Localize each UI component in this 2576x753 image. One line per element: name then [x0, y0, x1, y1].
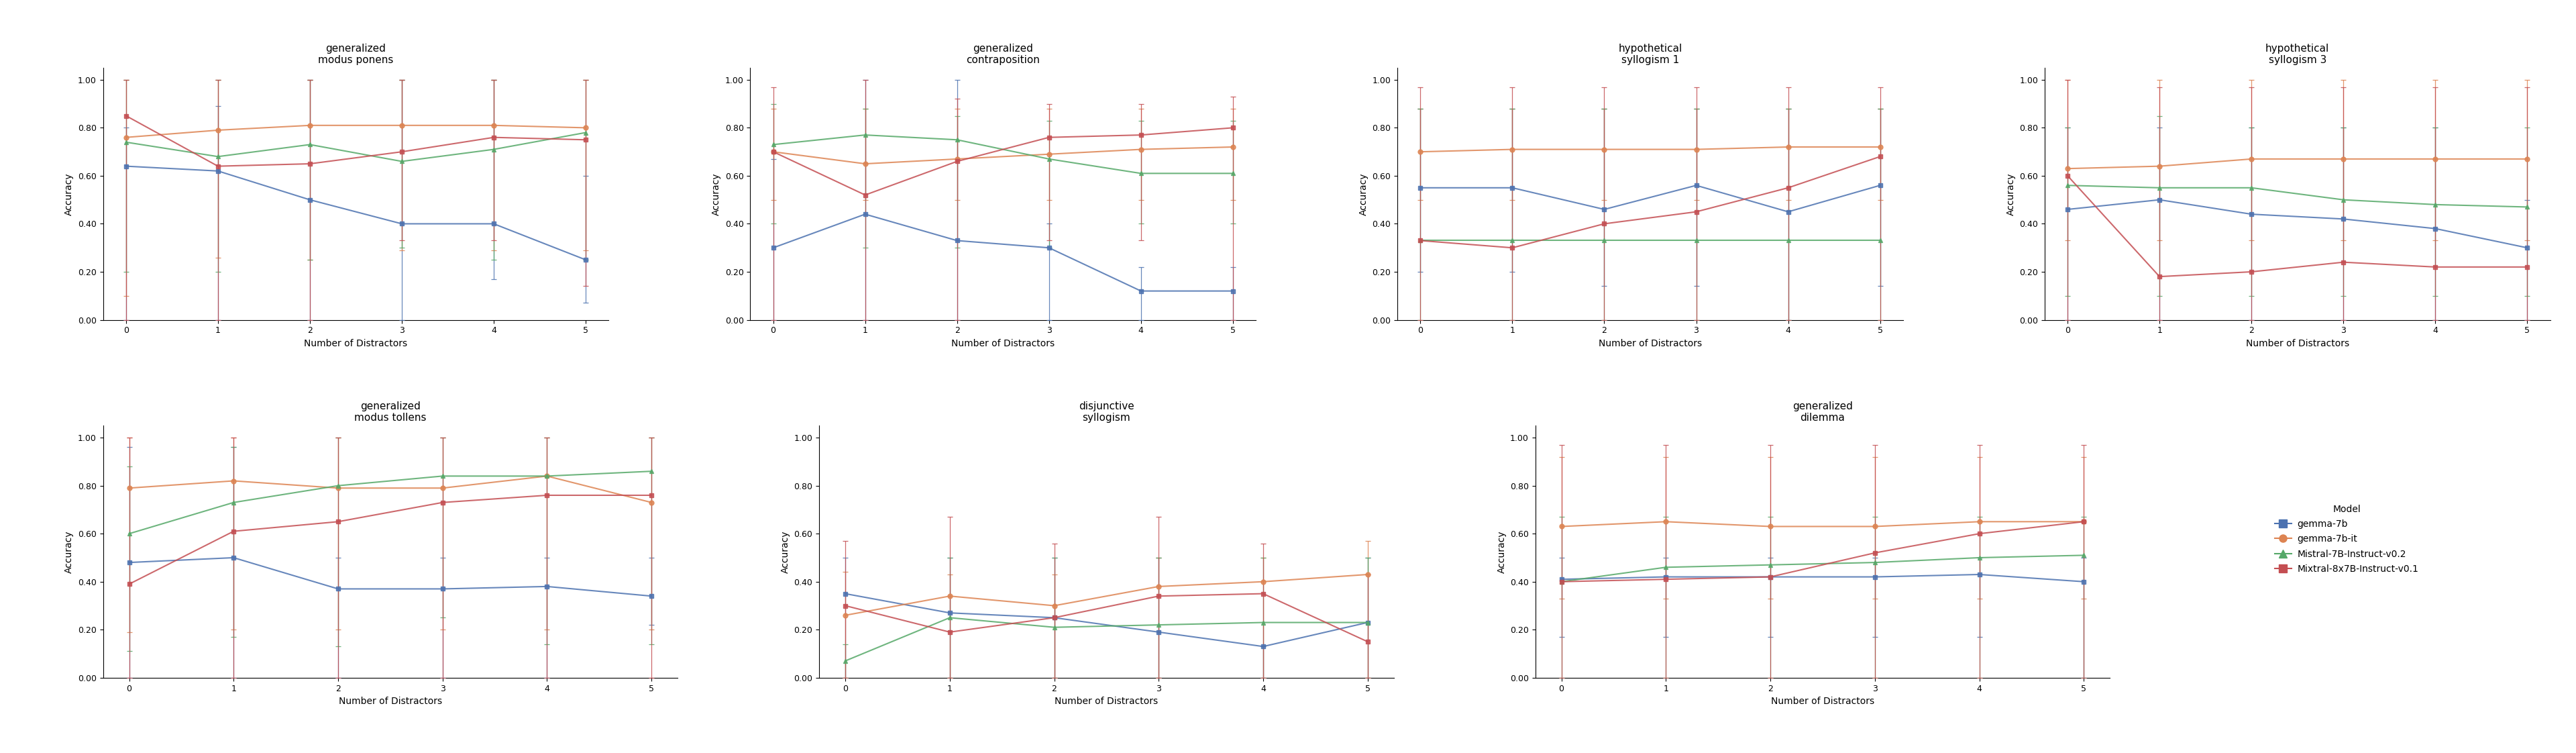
X-axis label: Number of Distractors: Number of Distractors: [1770, 697, 1875, 706]
Y-axis label: Accuracy: Accuracy: [1497, 530, 1507, 573]
X-axis label: Number of Distractors: Number of Distractors: [304, 339, 407, 348]
X-axis label: Number of Distractors: Number of Distractors: [1054, 697, 1159, 706]
X-axis label: Number of Distractors: Number of Distractors: [951, 339, 1054, 348]
Title: generalized
dilemma: generalized dilemma: [1793, 401, 1852, 423]
Y-axis label: Accuracy: Accuracy: [781, 530, 791, 573]
Title: generalized
contraposition: generalized contraposition: [966, 44, 1041, 65]
Title: generalized
modus ponens: generalized modus ponens: [319, 44, 394, 65]
Title: hypothetical
syllogism 3: hypothetical syllogism 3: [2264, 44, 2329, 65]
X-axis label: Number of Distractors: Number of Distractors: [337, 697, 443, 706]
Y-axis label: Accuracy: Accuracy: [711, 172, 721, 215]
Y-axis label: Accuracy: Accuracy: [1360, 172, 1368, 215]
Legend: gemma-7b, gemma-7b-it, Mistral-7B-Instruct-v0.2, Mixtral-8x7B-Instruct-v0.1: gemma-7b, gemma-7b-it, Mistral-7B-Instru…: [2272, 501, 2421, 578]
Y-axis label: Accuracy: Accuracy: [64, 172, 75, 215]
Y-axis label: Accuracy: Accuracy: [2007, 172, 2014, 215]
X-axis label: Number of Distractors: Number of Distractors: [2246, 339, 2349, 348]
Title: disjunctive
syllogism: disjunctive syllogism: [1079, 401, 1133, 423]
X-axis label: Number of Distractors: Number of Distractors: [1600, 339, 1703, 348]
Title: hypothetical
syllogism 1: hypothetical syllogism 1: [1618, 44, 1682, 65]
Y-axis label: Accuracy: Accuracy: [64, 530, 75, 573]
Title: generalized
modus tollens: generalized modus tollens: [355, 401, 428, 423]
